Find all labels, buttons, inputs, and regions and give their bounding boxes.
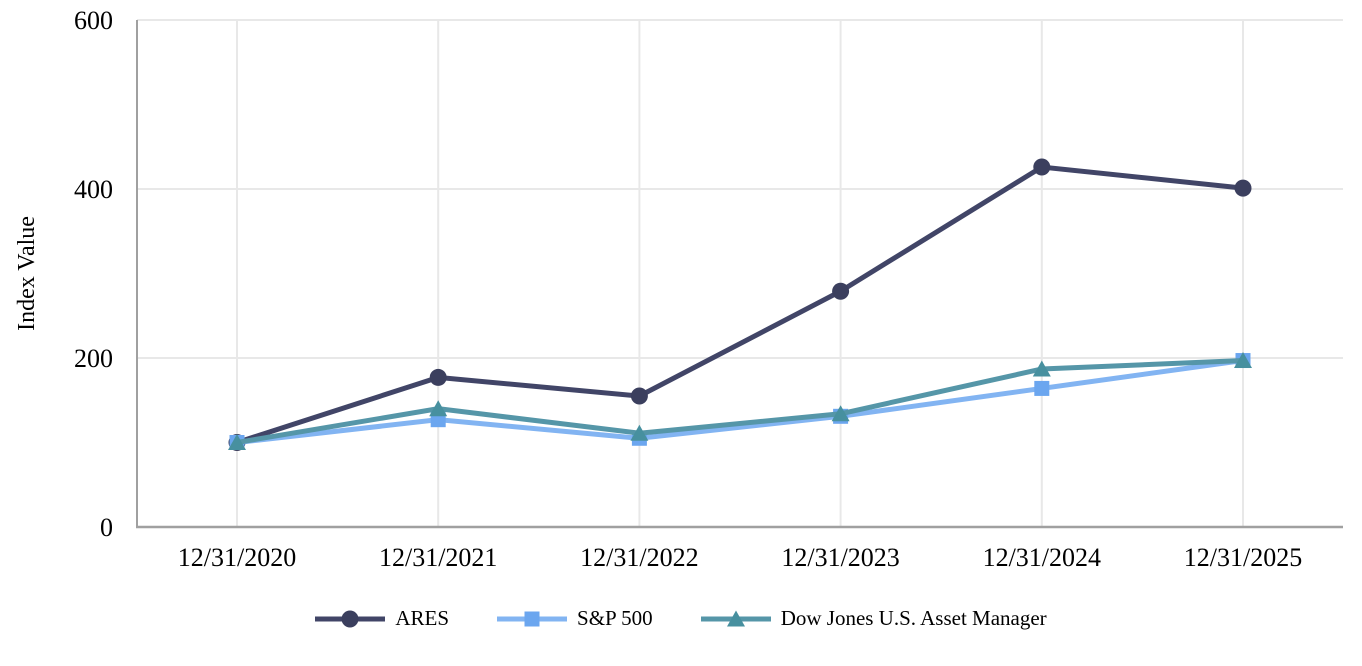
legend-item-dowjones: Dow Jones U.S. Asset Manager [700, 606, 1047, 631]
legend-item-ares: ARES [315, 606, 449, 631]
y-tick-label: 600 [74, 6, 113, 35]
y-tick-label: 400 [74, 175, 113, 204]
series-line-0 [236, 164, 1244, 445]
data-point-0-5-circle-icon [1234, 179, 1252, 197]
data-point-2-5-triangle-icon [1234, 352, 1252, 369]
legend-label-sp500: S&P 500 [577, 606, 653, 630]
x-tick-label: 12/31/2025 [1184, 543, 1302, 572]
legend-marker-square-icon [524, 611, 540, 626]
y-tick-label: 200 [74, 344, 113, 373]
x-tick-label: 12/31/2021 [379, 543, 497, 572]
legend-swatch-square-icon [497, 611, 568, 626]
data-point-0-4-circle-icon [1033, 158, 1051, 176]
legend-item-sp500: S&P 500 [497, 606, 653, 631]
y-axis-title: Index Value [14, 216, 40, 331]
data-point-2-1-triangle-icon [429, 400, 448, 417]
legend-marker-triangle-icon [726, 610, 745, 626]
x-tick-label: 12/31/2020 [178, 543, 296, 572]
x-tick-label: 12/31/2023 [781, 543, 899, 572]
data-point-2-3-triangle-icon [831, 405, 850, 422]
data-point-2-2-triangle-icon [630, 424, 649, 441]
series-line-2 [236, 358, 1244, 445]
x-tick-label: 12/31/2024 [983, 543, 1101, 572]
chart-svg: 0 200 400 600 12/31/2020 12/31/2021 12/31/2022… [14, 6, 1343, 572]
data-point-0-3-circle-icon [832, 282, 850, 300]
legend-label-ares: ARES [395, 606, 450, 630]
x-tick-label: 12/31/2022 [580, 543, 698, 572]
chart-legend: ARES S&P 500 Dow Jones U.S. Asset Manage… [0, 606, 1362, 631]
data-point-1-4-square-icon [1034, 380, 1050, 396]
series-line-1 [236, 358, 1244, 445]
data-point-0-1-circle-icon [429, 368, 447, 386]
legend-marker-circle-icon [341, 610, 359, 627]
data-point-2-0-triangle-icon [228, 434, 246, 450]
legend-swatch-circle-icon [315, 610, 386, 627]
legend-swatch-triangle-icon [700, 610, 771, 626]
legend-label-dowjones: Dow Jones U.S. Asset Manager [780, 606, 1047, 630]
data-point-0-2-circle-icon [630, 387, 648, 405]
data-point-2-4-triangle-icon [1032, 360, 1051, 377]
y-tick-label: 0 [100, 513, 113, 542]
